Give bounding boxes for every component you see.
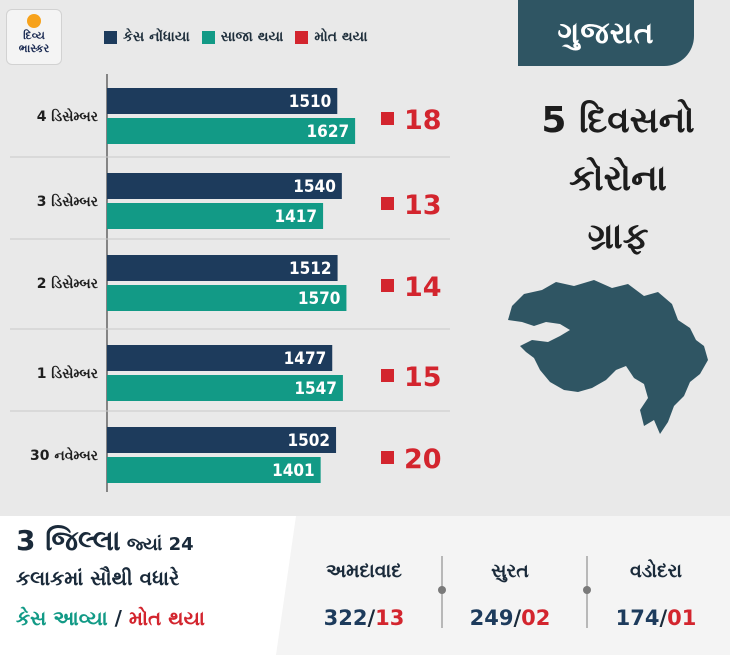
city-value: 249/02 xyxy=(436,606,584,630)
gujarat-map-icon xyxy=(508,280,708,434)
bar-recovered xyxy=(107,285,347,311)
panel-title: 5 દિવસનો કોરોના ગ્રાફ xyxy=(520,92,716,266)
divya-bhaskar-logo: દિવ્ય ભાસ્કર xyxy=(6,9,62,65)
bar-label-cases: 1510 xyxy=(289,92,332,112)
bar-label-recovered: 1570 xyxy=(298,289,341,309)
bar-chart: 4 ડિસેમ્બર 1510 1627 18 3 ડિસેમ્બર 1540 1417 13… xyxy=(10,74,450,492)
deaths-value: 14 xyxy=(404,272,442,303)
logo-line-2: ભાસ્કર xyxy=(18,42,50,55)
headline-big: 3 જિલ્લા xyxy=(16,524,121,557)
category-label: 4 ડિસેમ્બર xyxy=(37,107,99,125)
cases-label: કેસ આવ્યા xyxy=(16,606,108,630)
city-cases: 174 xyxy=(615,606,660,630)
value-separator: / xyxy=(367,606,376,630)
city-surat: સુરત 249/02 xyxy=(436,560,584,630)
legend-swatch-recovered xyxy=(201,30,215,44)
legend-label-recovered: સાજા થયા xyxy=(220,29,284,45)
chart-legend: કેસ નોંધાયા સાજા થયા મોત થયા xyxy=(104,24,368,50)
state-title: ગુજરાત xyxy=(518,0,694,66)
value-separator: / xyxy=(659,606,668,630)
city-cases: 322 xyxy=(323,606,368,630)
bar-label-cases: 1502 xyxy=(287,431,330,451)
bar-recovered xyxy=(107,375,343,401)
legend-item-recovered: સાજા થયા xyxy=(201,29,284,45)
bar-label-recovered: 1417 xyxy=(275,207,318,227)
bar-recovered xyxy=(107,203,324,229)
city-divider xyxy=(583,556,591,628)
deaths-value: 15 xyxy=(404,362,442,393)
category-label: 1 ડિસેમ્બર xyxy=(37,364,99,382)
city-value: 322/13 xyxy=(290,606,438,630)
category-label: 2 ડિસેમ્બર xyxy=(37,274,99,292)
headline-small: જ્યાં 24 xyxy=(120,534,194,555)
city-deaths: 13 xyxy=(375,606,405,630)
category-label: 30 નવેમ્બર xyxy=(30,446,99,464)
panel-title-line-2: કોરોના xyxy=(569,158,667,199)
deaths-marker xyxy=(381,369,394,382)
city-divider xyxy=(438,556,446,628)
deaths-marker xyxy=(381,451,394,464)
legend-label-cases: કેસ નોંધાયા xyxy=(123,29,190,45)
city-name: અમદાવાદ xyxy=(326,560,402,582)
city-name: વડોદરા xyxy=(629,560,683,582)
value-separator: / xyxy=(513,606,522,630)
legend-item-deaths: મોત થયા xyxy=(295,29,368,45)
city-vadodara: વડોદરા 174/01 xyxy=(582,560,730,630)
bar-cases xyxy=(107,427,337,453)
bar-label-recovered: 1401 xyxy=(272,461,315,481)
bar-recovered xyxy=(107,118,356,144)
bottom-headline: 3 જિલ્લા જ્યાં 24 xyxy=(16,524,194,558)
cases-deaths-separator: / xyxy=(107,606,129,630)
bar-cases xyxy=(107,88,338,114)
deaths-value: 13 xyxy=(404,190,442,221)
bar-cases xyxy=(107,173,342,199)
deaths-label: મોત થયા xyxy=(128,606,205,630)
city-deaths: 01 xyxy=(667,606,697,630)
bottom-subline: કલાકમાં સૌથી વધારે xyxy=(16,566,180,590)
panel-title-line-3: ગ્રાફ xyxy=(587,216,649,257)
city-value: 174/01 xyxy=(582,606,730,630)
bar-label-recovered: 1627 xyxy=(307,122,350,142)
bar-cases xyxy=(107,345,333,371)
deaths-marker xyxy=(381,279,394,292)
city-name: સુરત xyxy=(491,560,529,582)
deaths-marker xyxy=(381,197,394,210)
legend-swatch-deaths xyxy=(295,30,309,44)
deaths-marker xyxy=(381,112,394,125)
legend-swatch-cases xyxy=(104,30,117,44)
bar-recovered xyxy=(107,457,321,483)
bar-label-cases: 1540 xyxy=(293,177,336,197)
bar-label-recovered: 1547 xyxy=(294,379,337,399)
deaths-value: 20 xyxy=(404,444,442,475)
bar-cases xyxy=(107,255,338,281)
bottom-left-panel xyxy=(0,516,296,655)
category-label: 3 ડિસેમ્બર xyxy=(37,192,99,210)
city-cases: 249 xyxy=(469,606,514,630)
panel-title-line-1: 5 દિવસનો xyxy=(541,100,695,141)
bar-label-cases: 1477 xyxy=(284,349,327,369)
legend-label-deaths: મોત થયા xyxy=(314,29,368,45)
bottom-legend-line: કેસ આવ્યા / મોત થયા xyxy=(16,606,205,630)
logo-sun-icon xyxy=(27,14,41,28)
logo-line-1: દિવ્ય xyxy=(23,29,45,42)
city-ahmedabad: અમદાવાદ 322/13 xyxy=(290,560,438,630)
deaths-value: 18 xyxy=(404,105,442,136)
city-deaths: 02 xyxy=(521,606,551,630)
bar-label-cases: 1512 xyxy=(289,259,332,279)
legend-item-cases: કેસ નોંધાયા xyxy=(104,29,190,45)
